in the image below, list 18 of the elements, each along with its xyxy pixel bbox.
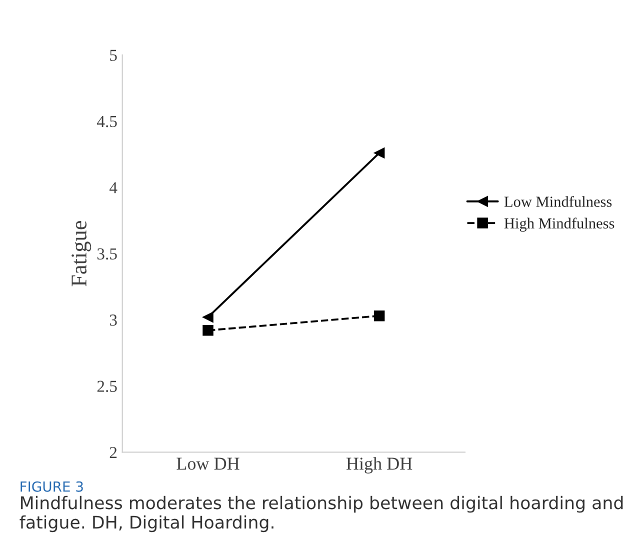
y-tick-label: 2.5 <box>97 380 117 392</box>
x-tick-label: Low DH <box>176 458 240 470</box>
point <box>202 325 214 336</box>
y-axis-title: Fatigue <box>72 221 92 286</box>
point <box>202 312 214 323</box>
text: Mindfulness moderates the relationship between digital hoarding and fatigue. DH, Digital Hoarding. <box>20 496 623 532</box>
point <box>374 310 385 322</box>
y-tick-label: 3.5 <box>97 248 117 260</box>
legend-label: High Mindfulness <box>504 218 614 232</box>
y-tick-label: 4.5 <box>96 116 117 128</box>
y-tick-label: 2 <box>110 446 117 458</box>
point <box>374 148 385 158</box>
x-tick-label: High DH <box>346 457 412 474</box>
y-tick-label: 5 <box>110 50 117 61</box>
y-tick-label: 4 <box>109 182 118 194</box>
legend-label: Low Mindfulness <box>504 196 612 207</box>
y-tick-label: 3 <box>110 314 117 326</box>
caption: FIGURE 3 <box>20 481 83 492</box>
